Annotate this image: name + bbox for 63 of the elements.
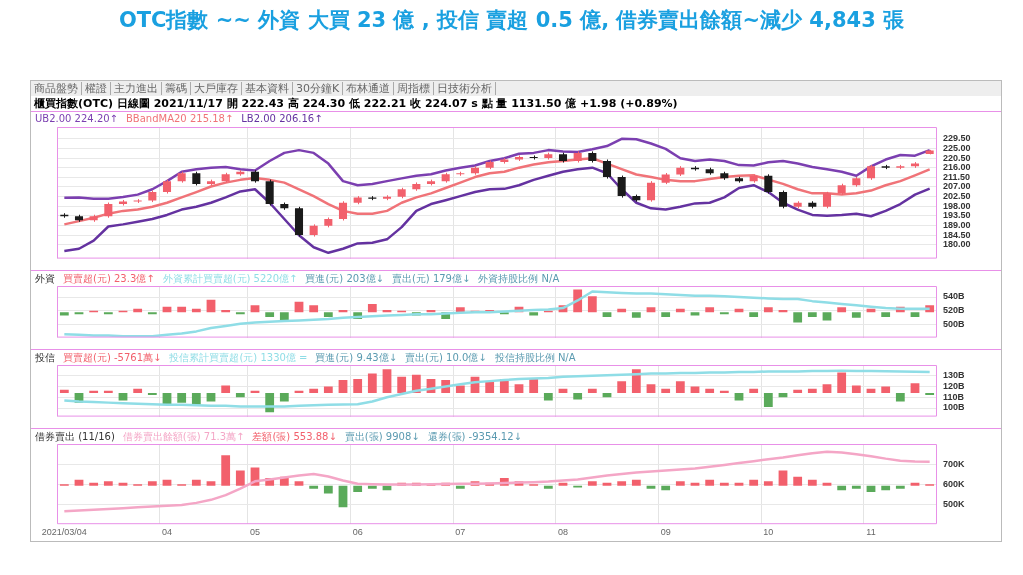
y-tick-label: 700K bbox=[943, 458, 966, 469]
x-tick-label: 2021/03/04 bbox=[41, 527, 87, 538]
y-tick-label: 540B bbox=[943, 291, 966, 302]
y-tick-label: 229.50 bbox=[943, 133, 971, 144]
text: 外資累計買賣超(元) 5220億↑ bbox=[162, 273, 298, 284]
y-tick-label: 520B bbox=[943, 305, 966, 316]
y-tick-label: 193.50 bbox=[943, 210, 971, 221]
y-tick-label: 189.00 bbox=[943, 219, 971, 230]
text: BBandMA20 215.18↑ bbox=[126, 113, 234, 124]
text: 還券(張) -9354.12↓ bbox=[427, 431, 522, 442]
x-tick-label: 08 bbox=[557, 527, 569, 538]
y-tick-label: 500K bbox=[943, 499, 966, 510]
text: 日技術分析 bbox=[434, 82, 497, 95]
chart-subtitle: 櫃買指數(OTC) 日線圖 2021/11/17 開 222.43 高 224.30 低 222.21 收 224.07 s 點 量 1131.50 億 +1.98 (+0.89%) bbox=[33, 96, 679, 111]
chart-title: 投信 bbox=[35, 352, 55, 363]
y-tick-label: 130B bbox=[943, 370, 966, 381]
text: 30分鐘K bbox=[293, 82, 344, 95]
text: 周指標 bbox=[394, 82, 435, 95]
text: 主力進出 bbox=[111, 82, 162, 95]
text: 商品盤勢 bbox=[31, 82, 82, 95]
text: 差額(張) 553.88↓ bbox=[252, 431, 337, 442]
text: 籌碼 bbox=[162, 82, 191, 95]
text: 投信累計買賣超(元) 1330億 = bbox=[169, 352, 308, 363]
x-tick-label: 05 bbox=[249, 527, 261, 538]
y-tick-label: 110B bbox=[943, 391, 965, 402]
text: UB2.00 224.20↑ bbox=[35, 113, 118, 124]
text: 外資持股比例 N/A bbox=[478, 273, 560, 284]
text: LB2.00 206.16↑ bbox=[241, 113, 323, 124]
y-tick-label: 120B bbox=[943, 380, 966, 391]
x-tick-label: 10 bbox=[763, 527, 774, 538]
text: 大戶庫存 bbox=[191, 82, 242, 95]
y-tick-label: 216.00 bbox=[943, 162, 971, 173]
y-tick-label: 100B bbox=[943, 402, 966, 413]
y-tick-label: 220.50 bbox=[943, 152, 971, 163]
text: 買進(元) 203億↓ bbox=[305, 273, 384, 284]
x-tick-label: 07 bbox=[455, 527, 466, 538]
chart-title: 外資 bbox=[35, 273, 55, 284]
x-tick-label: 06 bbox=[352, 527, 363, 538]
chart-title: 借券賣出 (11/16) bbox=[35, 431, 115, 442]
text: 賣出(元) 10.0億↓ bbox=[405, 352, 487, 363]
text: 買賣超(元) 23.3億↑ bbox=[63, 273, 155, 284]
y-tick-label: 500B bbox=[943, 319, 966, 330]
text: 買進(元) 9.43億↓ bbox=[315, 352, 398, 363]
text: 賣出(張) 9908↓ bbox=[344, 431, 420, 442]
text: 基本資料 bbox=[242, 82, 293, 95]
y-tick-label: 211.50 bbox=[943, 171, 971, 182]
text: 權證 bbox=[82, 82, 111, 95]
text: 投信持股比例 N/A bbox=[494, 352, 576, 363]
text: 買賣超(元) -5761萬↓ bbox=[63, 352, 162, 363]
x-tick-label: 09 bbox=[660, 527, 671, 538]
text: 賣出(元) 179億↓ bbox=[391, 273, 471, 284]
y-tick-label: 198.00 bbox=[943, 200, 971, 211]
chart-title: OTC指數 ~~ 外資 大買 23 億 , 投信 賣超 0.5 億, 借券賣出餘額~減少 4,843 張 bbox=[117, 7, 906, 34]
text: 布林通道 bbox=[343, 82, 395, 95]
y-tick-label: 600K bbox=[943, 479, 966, 490]
x-tick-label: 11 bbox=[866, 527, 876, 538]
text: 借券賣出餘額(張) 71.3萬↑ bbox=[122, 431, 245, 442]
y-tick-label: 207.00 bbox=[943, 181, 971, 192]
y-tick-label: 180.00 bbox=[943, 239, 971, 250]
x-tick-label: 04 bbox=[161, 527, 173, 538]
y-tick-label: 225.00 bbox=[943, 142, 971, 153]
y-tick-label: 202.50 bbox=[943, 191, 971, 202]
y-tick-label: 184.50 bbox=[943, 229, 971, 240]
